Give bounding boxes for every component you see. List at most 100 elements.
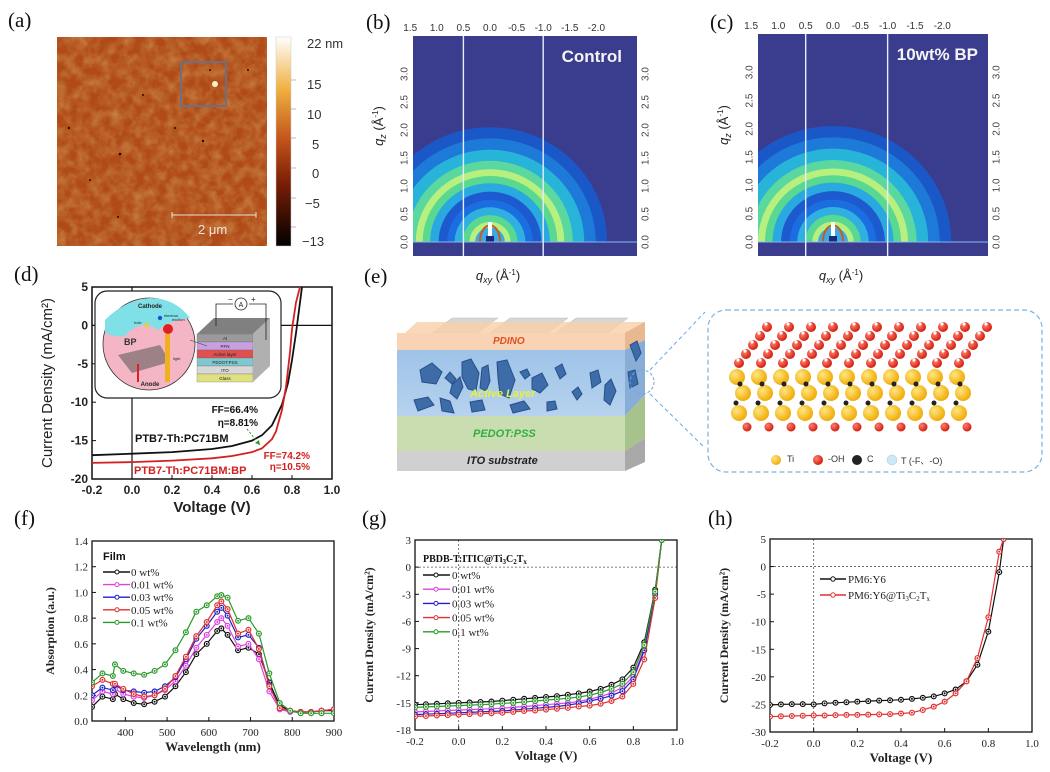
stack-layer-label: Glass: [219, 376, 231, 381]
data-point-center: [257, 648, 260, 650]
data-point-center: [247, 617, 250, 620]
data-point-center: [599, 691, 602, 694]
data-point-center: [501, 702, 504, 705]
annotation-ff: FF=74.2%: [264, 451, 311, 462]
y-tick-label: -20: [71, 472, 89, 486]
stack-layer-label: Al: [223, 336, 227, 341]
legend-marker: [433, 586, 439, 592]
legend-marker: [830, 576, 836, 582]
series-line-0.03 wt%: [92, 607, 334, 713]
y-tick-label: -15: [71, 434, 89, 448]
legend-label: 0.01 wt%: [452, 584, 494, 596]
x-tick-label: 0.0: [452, 736, 466, 748]
y-tick-label: 0.6: [74, 639, 88, 651]
panel-label-a: (a): [8, 8, 32, 32]
data-point-center: [92, 694, 93, 697]
data-point-center: [867, 700, 870, 703]
data-point-center: [111, 675, 114, 677]
data-point-center: [122, 669, 125, 672]
data-point-center: [976, 663, 979, 666]
data-point-center: [226, 633, 229, 636]
x-tick-label: -0.2: [761, 738, 778, 750]
data-point-center: [457, 704, 460, 707]
legend-label: 0.1 wt%: [131, 617, 168, 629]
data-point-center: [122, 693, 125, 695]
plot-frame: [769, 538, 1033, 733]
legend-label-c: C: [867, 454, 874, 464]
data-point-center: [845, 713, 848, 716]
data-point-center: [479, 712, 482, 715]
ammeter-icon: [234, 297, 248, 311]
data-point-center: [889, 713, 892, 716]
data-point-center: [588, 690, 591, 693]
legend-marker: [830, 592, 836, 598]
panel-label-c: (c): [710, 10, 734, 34]
annotation-ff: FF=66.4%: [212, 405, 259, 416]
legend-title: Film: [103, 551, 126, 563]
panel-label-b: (b): [366, 10, 391, 34]
data-point-center: [333, 708, 334, 711]
x-tick-label: -0.2: [406, 736, 423, 748]
data-point-center: [621, 686, 624, 689]
data-point-center: [954, 688, 957, 691]
data-point-center: [268, 685, 271, 688]
electron-dot: [157, 315, 163, 321]
y-tick-label: 0: [406, 562, 412, 574]
cathode-region: [105, 298, 190, 337]
data-point-center: [289, 709, 292, 712]
x-tick-label: 500: [159, 727, 176, 739]
light-label: light: [173, 356, 181, 361]
data-point-center: [845, 701, 848, 704]
stack-layer-label: Active layer: [213, 352, 237, 357]
series-group: [92, 287, 303, 464]
data-point-center: [534, 709, 537, 712]
y-tick-label: -15: [751, 644, 766, 656]
data-point-center: [92, 705, 93, 708]
colorbar-tick: 5: [312, 137, 320, 152]
stack-top: [197, 318, 270, 334]
data-point-center: [101, 678, 104, 681]
data-point-center: [790, 703, 793, 706]
y-tick-label: -10: [751, 617, 766, 629]
y-axis-label: Current Density (mA/cm²): [362, 567, 376, 702]
chart-g: -0.2 0.0 0.2 0.4 0.6 0.8 1.0 -18 -15 -12 -9 -6 -3 0 3 V…: [362, 535, 684, 763]
x-tick-label: 0.0: [807, 738, 821, 750]
data-point-center: [216, 630, 219, 632]
colorbar-tick: −5: [305, 196, 320, 211]
hole-dot: [144, 322, 150, 328]
data-point-center: [632, 682, 635, 685]
legend-label: 0 wt%: [131, 567, 159, 579]
layer-label-pedot: PEDOT:PSS: [473, 428, 536, 440]
x-tick-label: 0.8: [981, 738, 995, 750]
data-point-center: [621, 678, 624, 681]
x-tick-label: 0.4: [539, 736, 553, 748]
data-point-center: [113, 663, 116, 666]
anode-contact: [137, 364, 139, 382]
data-point-center: [900, 712, 902, 715]
data-point-center: [976, 657, 979, 660]
data-point-center: [823, 714, 826, 717]
data-point-center: [257, 632, 260, 635]
data-point-center: [446, 705, 449, 708]
plot-frame: [91, 540, 335, 722]
data-point-center: [216, 621, 219, 623]
y-tick-label: -5: [77, 357, 88, 371]
zoom-line: [189, 339, 208, 347]
x-tick-label: 800: [284, 727, 301, 739]
data-point-center: [823, 702, 826, 705]
x-tick-label: 400: [117, 727, 134, 739]
data-point-center: [205, 633, 208, 636]
data-point-center: [216, 610, 219, 613]
data-point-center: [468, 704, 471, 707]
y-tick-label: -20: [751, 672, 766, 684]
y-tick-label: 5: [81, 280, 88, 294]
series-group: [770, 539, 1007, 720]
layer-label-ito: ITO substrate: [467, 455, 538, 467]
data-point-center: [195, 646, 198, 649]
data-point-center: [654, 596, 657, 599]
data-point-center: [501, 711, 504, 714]
data-point-center: [943, 700, 946, 703]
x-tick-label: 0.8: [626, 736, 640, 748]
data-point-center: [247, 646, 250, 649]
